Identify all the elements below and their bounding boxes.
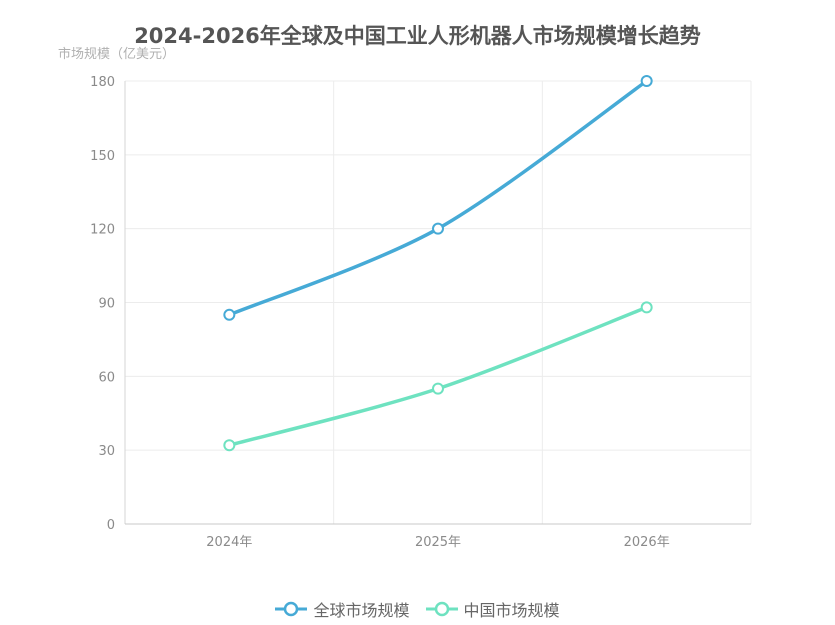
legend-line-marker-icon <box>425 601 458 617</box>
data-point[interactable] <box>223 439 236 452</box>
legend-label: 中国市场规模 <box>463 601 560 620</box>
y-tick-label: 150 <box>90 149 115 164</box>
series-line-0 <box>227 79 649 317</box>
y-tick-label: 0 <box>107 518 115 533</box>
legend: 全球市场规模 中国市场规模 <box>0 597 835 621</box>
data-point[interactable] <box>640 75 653 87</box>
y-tick-label: 90 <box>98 297 115 312</box>
x-axis-ticks: 2024年 2025年 2026年 <box>206 535 669 550</box>
x-tick-label: 2024年 <box>206 535 252 550</box>
y-axis-title: 市场规模（亿美元） <box>58 46 175 62</box>
grid-lines <box>125 80 752 524</box>
data-point[interactable] <box>223 308 236 321</box>
series-lines <box>223 75 653 452</box>
data-point[interactable] <box>432 382 444 395</box>
y-tick-label: 120 <box>90 223 115 238</box>
y-tick-label: 60 <box>98 370 115 385</box>
legend-item[interactable]: 全球市场规模 <box>275 597 410 621</box>
data-point[interactable] <box>432 222 444 235</box>
y-tick-label: 30 <box>98 444 115 459</box>
chart-title: 2024-2026年全球及中国工业人形机器人市场规模增长趋势 <box>134 24 701 48</box>
y-tick-label: 180 <box>90 75 115 90</box>
data-point[interactable] <box>640 301 653 314</box>
y-axis-ticks: 0 30 60 90 120 150 180 <box>90 75 115 533</box>
legend-label: 全球市场规模 <box>313 601 410 620</box>
x-tick-label: 2025年 <box>415 535 461 550</box>
legend-item[interactable]: 中国市场规模 <box>425 597 560 621</box>
x-tick-label: 2026年 <box>624 535 670 550</box>
axes <box>124 81 751 525</box>
legend-line-marker-icon <box>275 601 308 617</box>
